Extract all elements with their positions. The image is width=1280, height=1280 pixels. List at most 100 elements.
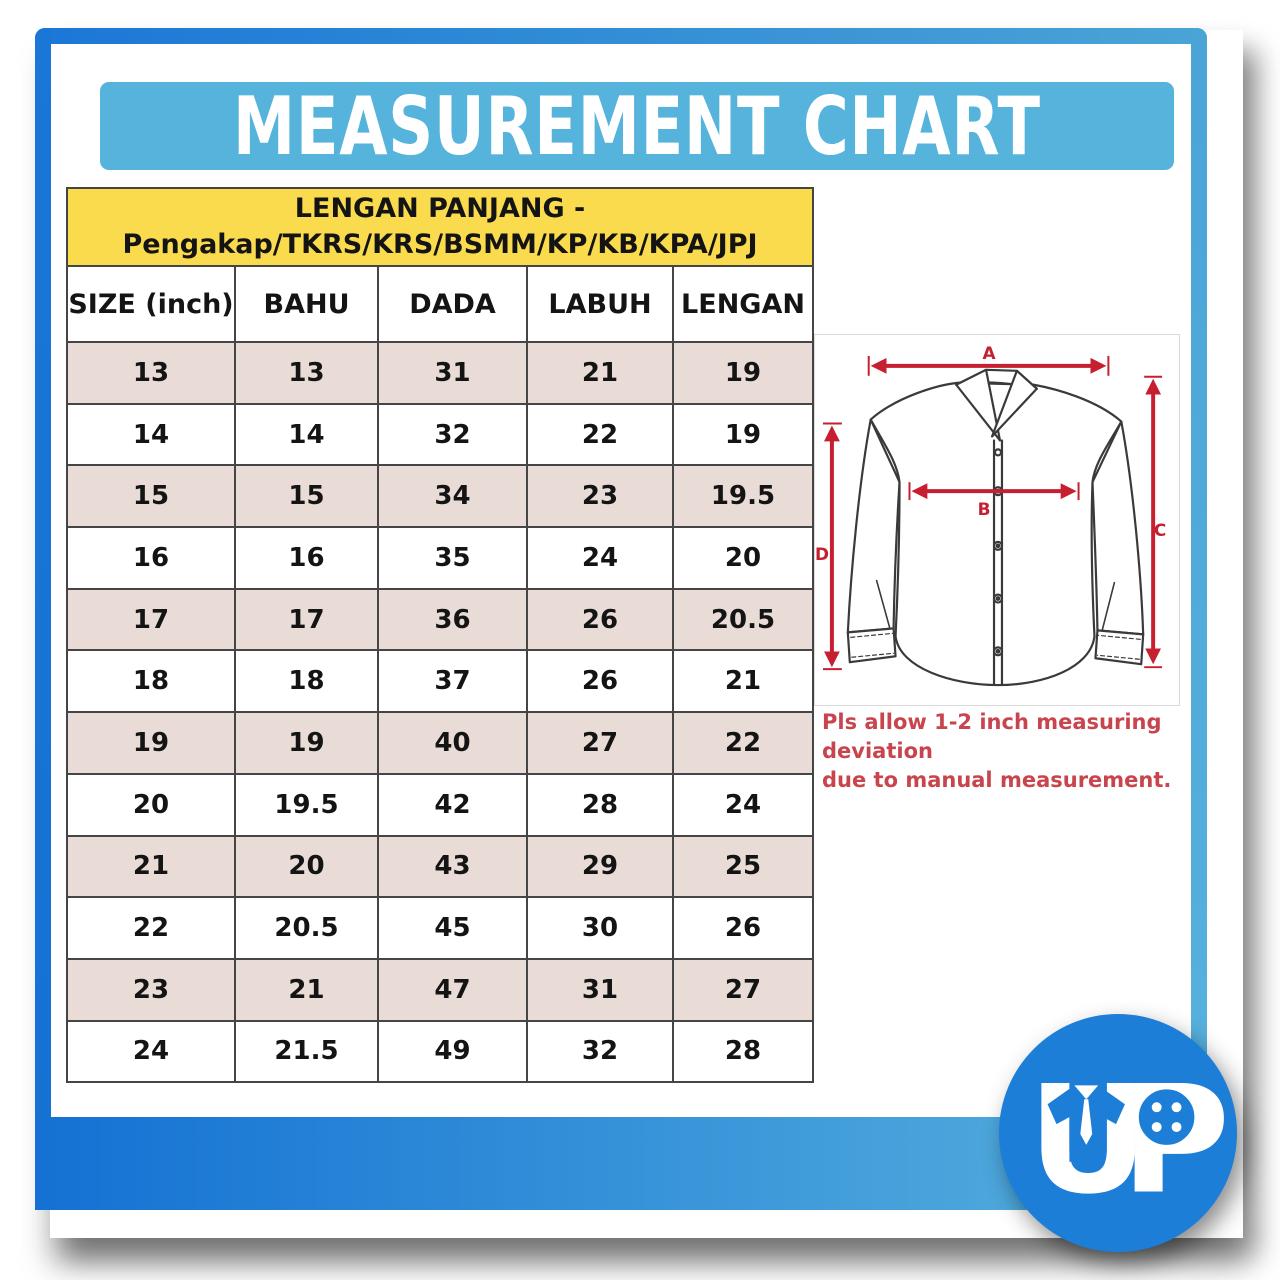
frame-border-right bbox=[1191, 28, 1207, 1210]
label-shoulder-a: A bbox=[983, 343, 996, 363]
measurement-cell: 26 bbox=[671, 896, 815, 960]
measurement-cell: 26 bbox=[526, 649, 674, 714]
table-row: 15 15 34 23 19.5 bbox=[66, 464, 815, 529]
measurement-cell: 19.5 bbox=[234, 772, 379, 837]
measurement-cell: 18 bbox=[234, 649, 379, 714]
measurement-cell: 32 bbox=[377, 402, 528, 467]
measurement-cell: 21 bbox=[234, 957, 379, 1022]
table-row: 14 14 32 22 19 bbox=[66, 402, 815, 467]
measurement-cell: 16 bbox=[234, 526, 379, 590]
measurement-cell: 27 bbox=[671, 957, 815, 1022]
measurement-cell: 18 bbox=[66, 649, 236, 714]
measurement-cell: 28 bbox=[526, 772, 674, 837]
measurement-cell: 19 bbox=[66, 711, 236, 775]
measurement-cell: 16 bbox=[66, 526, 236, 590]
table-row: 20 19.5 42 28 24 bbox=[66, 772, 815, 837]
note-line-1: Pls allow 1-2 inch measuring deviation bbox=[822, 710, 1162, 763]
deviation-note: Pls allow 1-2 inch measuring deviation d… bbox=[822, 708, 1187, 795]
measurement-cell: 14 bbox=[234, 402, 379, 467]
measurement-cell: 26 bbox=[526, 587, 674, 652]
measurement-cell: 36 bbox=[377, 587, 528, 652]
size-table: LENGAN PANJANG - Pengakap/TKRS/KRS/BSMM/… bbox=[65, 187, 815, 1084]
shirt-tie-icon bbox=[1047, 1085, 1125, 1162]
measurement-cell: 19 bbox=[671, 341, 815, 405]
table-body: 13 13 31 21 19 14 14 32 22 19 15 15 34 23 19.5 16 16 35 24… bbox=[66, 341, 815, 1084]
measurement-cell: 20 bbox=[671, 526, 815, 590]
title-bar: MEASUREMENT CHART bbox=[100, 79, 1174, 173]
measurement-cell: 22 bbox=[526, 402, 674, 467]
table-row: 24 21.5 49 32 28 bbox=[66, 1019, 815, 1084]
measurement-cell: 15 bbox=[234, 464, 379, 529]
label-sleeve-d: D bbox=[815, 544, 829, 564]
shirt-outline bbox=[846, 368, 1145, 687]
measurement-cell: 13 bbox=[66, 341, 236, 405]
measurement-cell: 49 bbox=[377, 1019, 528, 1084]
measurement-cell: 19 bbox=[671, 402, 815, 467]
measurement-cell: 43 bbox=[377, 834, 528, 899]
measurement-cell: 28 bbox=[671, 1019, 815, 1084]
measurement-cell: 25 bbox=[671, 834, 815, 899]
shirt-diagram-svg: A B C D bbox=[815, 343, 1166, 687]
column-header: SIZE (inch) bbox=[66, 265, 236, 343]
measurement-cell: 17 bbox=[234, 587, 379, 652]
note-line-2: due to manual measurement. bbox=[822, 768, 1172, 792]
arrow-labels: A B C D bbox=[815, 343, 1166, 564]
measurement-cell: 19.5 bbox=[671, 464, 815, 529]
measurement-cell: 40 bbox=[377, 711, 528, 775]
column-header: LABUH bbox=[526, 265, 674, 343]
table-row: 23 21 47 31 27 bbox=[66, 957, 815, 1022]
measurement-cell: 42 bbox=[377, 772, 528, 837]
measurement-cell: 35 bbox=[377, 526, 528, 590]
measurement-cell: 22 bbox=[66, 896, 236, 960]
label-chest-b: B bbox=[978, 499, 991, 519]
up-logo-svg: U P bbox=[998, 1013, 1238, 1253]
measurement-cell: 20 bbox=[234, 834, 379, 899]
measurement-cell: 17 bbox=[66, 587, 236, 652]
banner-line-2: Pengakap/TKRS/KRS/BSMM/KP/KB/KPA/JPJ bbox=[122, 229, 758, 260]
table-row: 13 13 31 21 19 bbox=[66, 341, 815, 405]
measurement-cell: 23 bbox=[66, 957, 236, 1022]
measurement-cell: 21 bbox=[66, 834, 236, 899]
shirt-diagram: A B C D bbox=[814, 334, 1180, 706]
measurement-cell: 31 bbox=[526, 957, 674, 1022]
button-icon bbox=[1132, 1083, 1201, 1151]
table-banner: LENGAN PANJANG - Pengakap/TKRS/KRS/BSMM/… bbox=[65, 187, 815, 267]
measurement-cell: 29 bbox=[526, 834, 674, 899]
measurement-cell: 24 bbox=[671, 772, 815, 837]
measurement-cell: 34 bbox=[377, 464, 528, 529]
measurement-cell: 20.5 bbox=[234, 896, 379, 960]
column-header: BAHU bbox=[234, 265, 379, 343]
frame-border-top bbox=[35, 28, 1207, 44]
frame-border-left bbox=[35, 28, 51, 1210]
measurement-cell: 45 bbox=[377, 896, 528, 960]
measurement-cell: 20 bbox=[66, 772, 236, 837]
measurement-cell: 31 bbox=[377, 341, 528, 405]
measurement-cell: 23 bbox=[526, 464, 674, 529]
measurement-cell: 21 bbox=[671, 649, 815, 714]
measurement-cell: 32 bbox=[526, 1019, 674, 1084]
label-length-c: C bbox=[1154, 520, 1166, 540]
measurement-cell: 24 bbox=[66, 1019, 236, 1084]
measurement-cell: 14 bbox=[66, 402, 236, 467]
measurement-cell: 22 bbox=[671, 711, 815, 775]
measurement-cell: 27 bbox=[526, 711, 674, 775]
measurement-cell: 24 bbox=[526, 526, 674, 590]
column-header: LENGAN bbox=[671, 265, 815, 343]
column-header-row: SIZE (inch) BAHU DADA LABUH LENGAN bbox=[66, 265, 815, 343]
column-header: DADA bbox=[377, 265, 528, 343]
table-row: 17 17 36 26 20.5 bbox=[66, 587, 815, 652]
measurement-cell: 15 bbox=[66, 464, 236, 529]
page-title: MEASUREMENT CHART bbox=[233, 79, 1041, 173]
measurement-cell: 21 bbox=[526, 341, 674, 405]
measurement-cell: 47 bbox=[377, 957, 528, 1022]
measurement-cell: 19 bbox=[234, 711, 379, 775]
measurement-cell: 30 bbox=[526, 896, 674, 960]
table-row: 19 19 40 27 22 bbox=[66, 711, 815, 775]
measurement-arrows bbox=[822, 355, 1163, 671]
measurement-cell: 13 bbox=[234, 341, 379, 405]
table-banner-row: LENGAN PANJANG - Pengakap/TKRS/KRS/BSMM/… bbox=[65, 187, 815, 267]
measurement-cell: 20.5 bbox=[671, 587, 815, 652]
table-row: 21 20 43 29 25 bbox=[66, 834, 815, 899]
logo-circle bbox=[998, 1013, 1238, 1253]
